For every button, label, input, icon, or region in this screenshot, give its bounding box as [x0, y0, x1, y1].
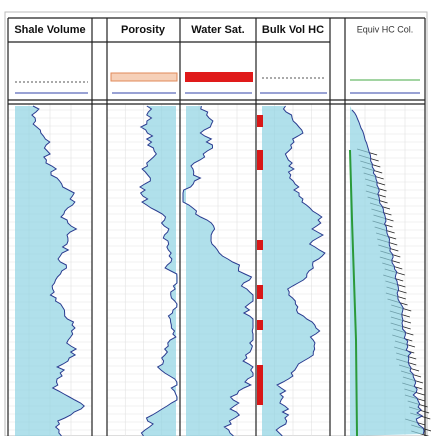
- curve-fill: [350, 106, 425, 436]
- track-title: Water Sat.: [191, 24, 244, 36]
- curve-fill: [140, 106, 177, 436]
- hc-flag: [257, 115, 263, 127]
- curve-fill: [15, 106, 85, 436]
- frame: [4, 11, 428, 436]
- curves: [15, 105, 431, 436]
- curve: [275, 105, 326, 436]
- hc-flag: [257, 240, 263, 250]
- track-title: Porosity: [121, 24, 166, 36]
- curve: [31, 105, 85, 436]
- hc-flag: [257, 320, 263, 330]
- curve-fill: [262, 106, 325, 436]
- hc-flag: [257, 150, 263, 170]
- header-scales: [15, 72, 420, 94]
- hc-flag: [257, 365, 263, 405]
- curve-fill: [183, 106, 253, 436]
- curve: [139, 105, 178, 436]
- curve: [351, 109, 425, 435]
- green-curve: [349, 149, 358, 436]
- track-title: Shale Volume: [14, 24, 85, 36]
- track-borders: [7, 17, 426, 436]
- track-title: Equiv HC Col.: [357, 24, 414, 34]
- track-title: Bulk Vol HC: [262, 24, 324, 36]
- curve: [182, 105, 254, 436]
- hc-flag: [257, 285, 263, 299]
